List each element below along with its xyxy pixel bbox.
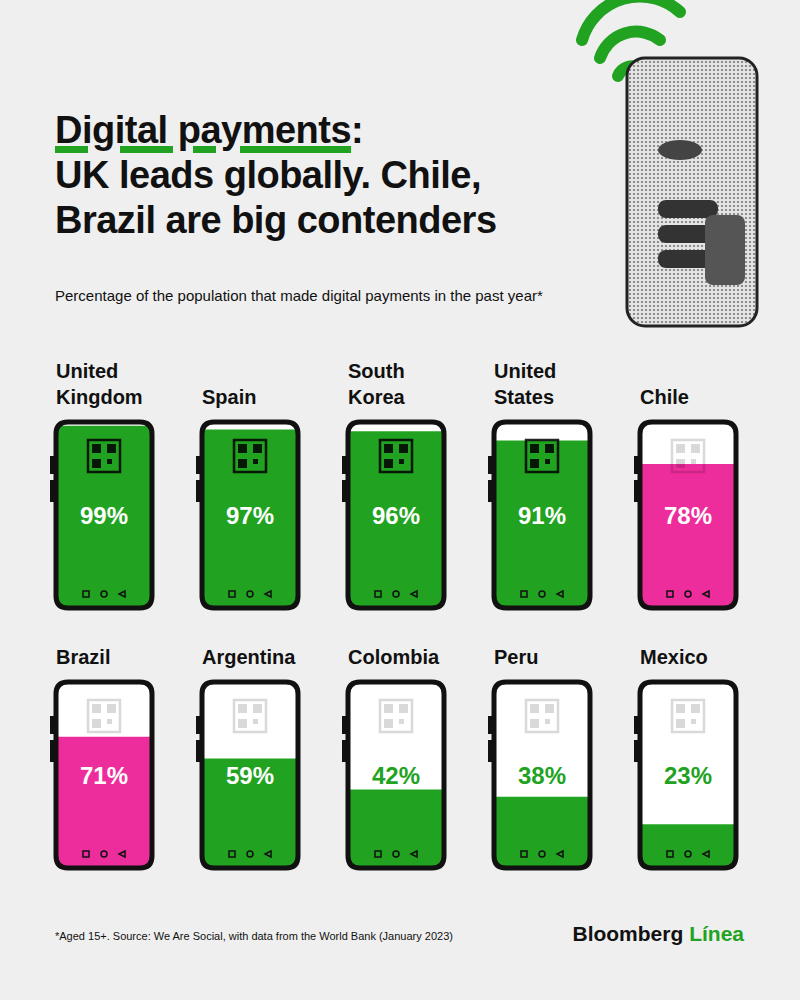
svg-text:UnitedStates: UnitedStates xyxy=(494,360,556,408)
svg-text:Spain: Spain xyxy=(202,386,256,408)
svg-text:78%: 78% xyxy=(664,502,712,529)
svg-text:23%: 23% xyxy=(664,762,712,789)
svg-text:96%: 96% xyxy=(372,502,420,529)
html-text:Digital payments:: Digital payments: xyxy=(55,109,364,151)
html-text:Percentage of the population t: Percentage of the population that made d… xyxy=(55,287,543,304)
html-text:*Aged 15+. Source: We Are Soci: *Aged 15+. Source: We Are Social, with d… xyxy=(55,930,453,942)
svg-text:99%: 99% xyxy=(80,502,128,529)
svg-text:38%: 38% xyxy=(518,762,566,789)
svg-text:Peru: Peru xyxy=(494,646,538,668)
svg-text:Colombia: Colombia xyxy=(348,646,440,668)
svg-text:Mexico: Mexico xyxy=(640,646,708,668)
html-text:UK leads globally. Chile,: UK leads globally. Chile, xyxy=(55,154,481,196)
svg-text:42%: 42% xyxy=(372,762,420,789)
svg-text:Argentina: Argentina xyxy=(202,646,296,668)
svg-text:71%: 71% xyxy=(80,762,128,789)
svg-text:Chile: Chile xyxy=(640,386,689,408)
svg-text:SouthKorea: SouthKorea xyxy=(348,360,406,408)
svg-text:UnitedKingdom: UnitedKingdom xyxy=(56,360,143,408)
svg-text:59%: 59% xyxy=(226,762,274,789)
svg-text:91%: 91% xyxy=(518,502,566,529)
html-text:Brazil are big contenders: Brazil are big contenders xyxy=(55,199,497,241)
svg-text:Brazil: Brazil xyxy=(56,646,110,668)
svg-text:97%: 97% xyxy=(226,502,274,529)
html-text:Bloomberg Línea: Bloomberg Línea xyxy=(572,922,744,945)
